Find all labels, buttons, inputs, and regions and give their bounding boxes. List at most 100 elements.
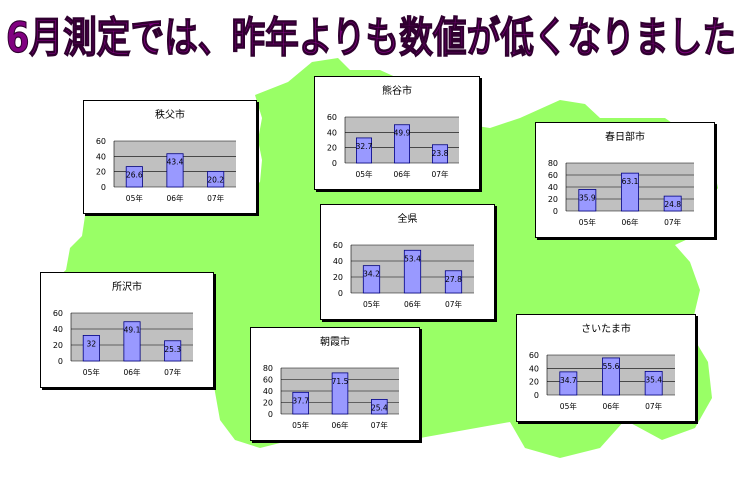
y-tick-label: 20 — [327, 144, 337, 153]
x-tick-label: 05年 — [560, 401, 578, 411]
data-label: 23.8 — [432, 149, 449, 158]
data-label: 20.2 — [207, 176, 224, 185]
chart: 秩父市 0 20 40 60 26.6 05年 43.4 06年 20.2 07年 — [96, 108, 236, 203]
bar — [663, 195, 682, 212]
bar — [444, 270, 463, 294]
y-tick-label: 0 — [101, 183, 106, 192]
bar — [207, 171, 225, 188]
y-tick-label: 60 — [53, 309, 63, 318]
bar — [356, 137, 373, 164]
bar — [644, 371, 663, 396]
chart: 所沢市 0 20 40 60 32 05年 49.1 06年 25.3 07年 — [53, 280, 193, 377]
data-label: 49.9 — [394, 129, 411, 138]
data-label: 49.1 — [124, 326, 141, 335]
x-tick-label: 07年 — [207, 193, 225, 203]
x-tick-label: 05年 — [579, 217, 597, 227]
y-tick-label: 60 — [96, 137, 106, 146]
headline-banner: 6月測定では、昨年よりも数値が低くなりました — [6, 12, 737, 62]
x-tick-label: 07年 — [445, 299, 463, 309]
bar — [82, 335, 100, 362]
bar — [394, 124, 411, 164]
x-tick-label: 07年 — [431, 169, 449, 179]
bar — [403, 249, 422, 294]
y-tick-label: 0 — [268, 410, 273, 419]
chart: 春日部市 0 20 40 60 80 35.9 05年 63.1 06年 24.8 07年 — [548, 130, 694, 227]
x-tick-label: 05年 — [292, 420, 310, 430]
y-tick-label: 80 — [263, 364, 273, 373]
chart-panel-kasukabe: 春日部市 0 20 40 60 80 35.9 05年 63.1 06年 24.8 07年 — [535, 122, 715, 238]
data-label: 25.4 — [371, 403, 388, 412]
y-tick-label: 20 — [96, 168, 106, 177]
data-label: 34.7 — [560, 376, 577, 385]
bar — [578, 189, 597, 212]
y-tick-label: 60 — [529, 351, 539, 360]
bar — [292, 391, 309, 415]
bar — [362, 265, 381, 294]
chart: さいたま市 0 20 40 60 34.7 05年 55.6 06年 35.4 07年 — [529, 322, 675, 411]
y-tick-label: 20 — [263, 399, 273, 408]
y-tick-label: 60 — [333, 241, 343, 250]
data-label: 27.8 — [445, 275, 462, 284]
chart-title: 朝霞市 — [320, 335, 350, 348]
data-label: 55.6 — [603, 362, 620, 371]
x-tick-label: 05年 — [355, 169, 373, 179]
x-tick-label: 07年 — [164, 367, 182, 377]
x-tick-label: 06年 — [404, 299, 422, 309]
y-tick-label: 40 — [96, 152, 106, 161]
y-tick-label: 60 — [263, 376, 273, 385]
x-tick-label: 06年 — [602, 401, 620, 411]
chart-panel-asaka: 朝霞市 0 20 40 60 80 37.7 05年 71.5 06年 25.4 07年 — [250, 327, 420, 441]
chart-panel-tokorozawa: 所沢市 0 20 40 60 32 05年 49.1 06年 25.3 07年 — [40, 272, 214, 388]
y-tick-label: 40 — [548, 183, 558, 192]
chart-title: 所沢市 — [112, 280, 142, 293]
x-tick-label: 06年 — [621, 217, 639, 227]
y-tick-label: 40 — [327, 128, 337, 137]
chart-panel-zenken: 全県 0 20 40 60 34.2 05年 53.4 06年 27.8 07年 — [320, 204, 495, 320]
data-label: 71.5 — [332, 377, 349, 386]
bar — [559, 371, 578, 396]
data-label: 35.4 — [645, 375, 662, 384]
chart: 熊谷市 0 20 40 60 32.7 05年 49.9 06年 23.8 07年 — [327, 84, 459, 179]
data-label: 25.3 — [164, 345, 181, 354]
x-tick-label: 07年 — [645, 401, 663, 411]
chart-title: 全県 — [398, 212, 418, 225]
y-tick-label: 20 — [53, 341, 63, 350]
chart-panel-kumagaya: 熊谷市 0 20 40 60 32.7 05年 49.9 06年 23.8 07年 — [314, 76, 480, 190]
y-tick-label: 20 — [333, 273, 343, 282]
y-tick-label: 0 — [338, 289, 343, 298]
bar — [621, 172, 639, 212]
x-tick-label: 06年 — [331, 420, 349, 430]
data-label: 24.8 — [664, 200, 681, 209]
y-tick-label: 20 — [548, 195, 558, 204]
y-tick-label: 0 — [58, 357, 63, 366]
data-label: 43.4 — [167, 158, 184, 167]
data-label: 53.4 — [404, 254, 421, 263]
data-label: 37.7 — [292, 396, 309, 405]
data-label: 35.9 — [579, 193, 596, 202]
bar — [371, 398, 388, 415]
y-tick-label: 0 — [553, 207, 558, 216]
y-tick-label: 40 — [53, 325, 63, 334]
bar — [164, 340, 182, 362]
x-tick-label: 06年 — [166, 193, 184, 203]
x-tick-label: 07年 — [371, 420, 389, 430]
data-label: 34.2 — [363, 270, 380, 279]
bar — [602, 357, 620, 396]
x-tick-label: 07年 — [664, 217, 682, 227]
bar — [123, 321, 141, 362]
x-tick-label: 06年 — [393, 169, 411, 179]
y-tick-label: 40 — [333, 257, 343, 266]
y-tick-label: 40 — [263, 387, 273, 396]
y-tick-label: 20 — [529, 378, 539, 387]
x-tick-label: 05年 — [126, 193, 144, 203]
chart-panel-chichibu: 秩父市 0 20 40 60 26.6 05年 43.4 06年 20.2 07年 — [83, 100, 257, 214]
bar — [432, 144, 449, 164]
bar — [166, 153, 184, 188]
chart: 朝霞市 0 20 40 60 80 37.7 05年 71.5 06年 25.4 07年 — [263, 335, 399, 430]
chart-title: 春日部市 — [605, 130, 645, 143]
data-label: 26.6 — [126, 171, 143, 180]
x-tick-label: 06年 — [123, 367, 141, 377]
data-label: 32 — [87, 339, 97, 348]
y-tick-label: 0 — [332, 159, 337, 168]
y-tick-label: 40 — [529, 364, 539, 373]
